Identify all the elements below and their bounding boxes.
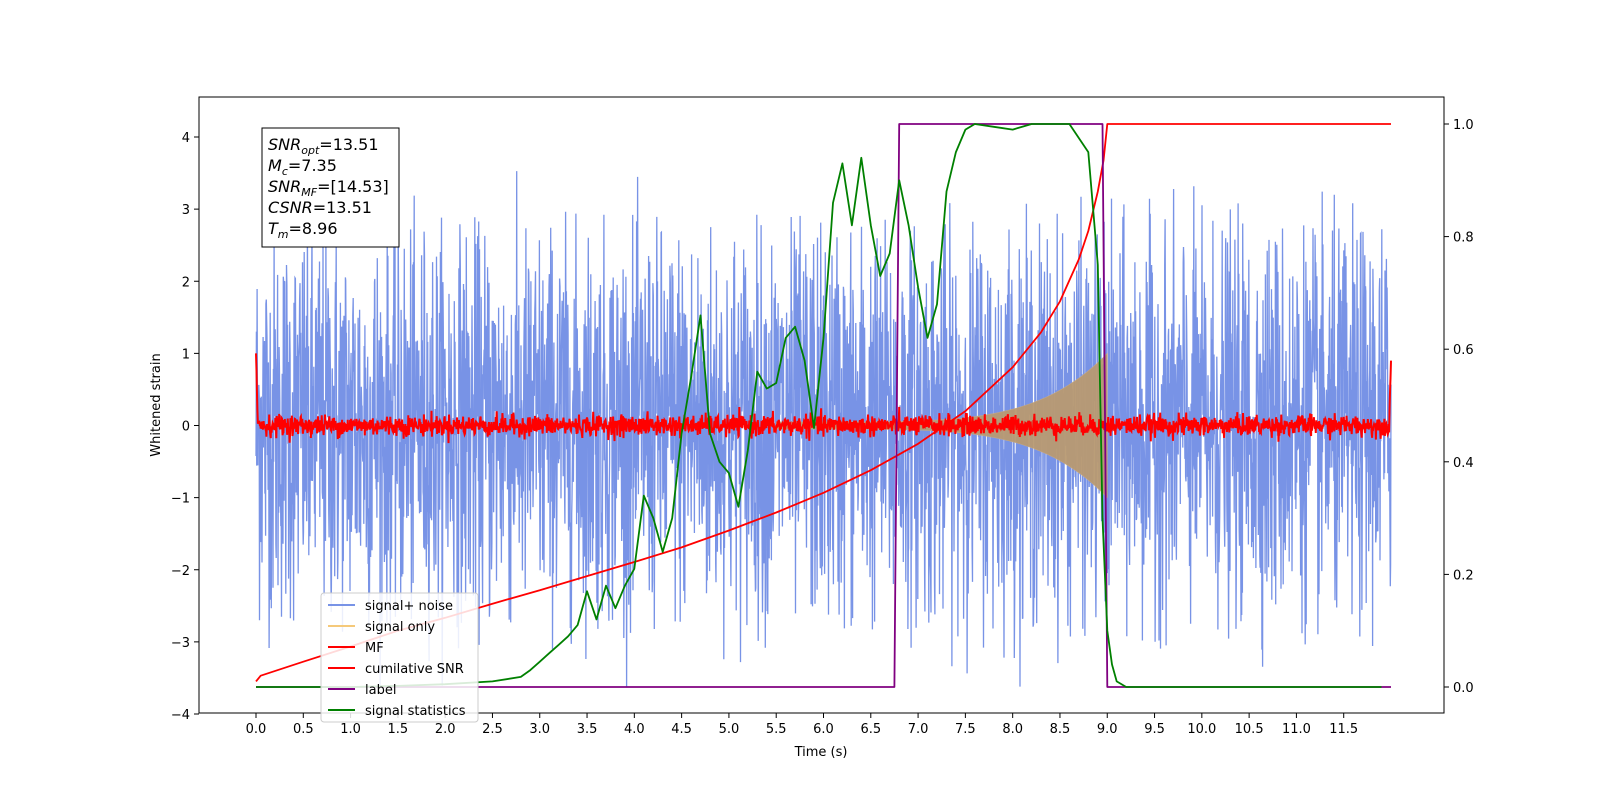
legend-label: MF [365, 641, 384, 656]
x-tick-label: 3.0 [529, 722, 550, 737]
x-tick-label: 9.0 [1097, 722, 1118, 737]
x-axis-label: Time (s) [794, 745, 848, 760]
annotation-frame [261, 127, 400, 248]
x-tick-label: 8.0 [1002, 722, 1023, 737]
x-tick-label: 1.5 [388, 722, 409, 737]
y-tick-label: −1 [171, 492, 190, 507]
x-tick-label: 4.5 [671, 722, 692, 737]
x-tick-label: 0.0 [246, 722, 267, 737]
plot-frame [198, 96, 1445, 714]
y-tick-label: 3 [182, 203, 190, 218]
annotation-line: Mc=7.35 [268, 156, 337, 178]
y2-tick-label: 1.0 [1453, 118, 1474, 133]
annotation-line: CSNR=13.51 [268, 198, 372, 217]
x-tick-label: 2.5 [482, 722, 503, 737]
y2-tick-label: 0.0 [1453, 681, 1474, 696]
x-tick-label: 8.5 [1050, 722, 1071, 737]
y2-tick-label: 0.4 [1453, 456, 1474, 471]
y-tick-label: −3 [171, 636, 190, 651]
x-tick-label: 5.0 [719, 722, 740, 737]
legend-label: cumilative SNR [365, 662, 464, 677]
y2-tick-label: 0.8 [1453, 231, 1474, 246]
x-tick-label: 1.0 [340, 722, 361, 737]
x-tick-label: 7.0 [908, 722, 929, 737]
y-tick-label: 4 [182, 131, 190, 146]
x-tick-label: 9.5 [1144, 722, 1165, 737]
y2-tick-label: 0.2 [1453, 568, 1474, 583]
y-tick-label: −4 [171, 708, 190, 723]
annotation-line: Tm=8.96 [268, 219, 338, 241]
x-tick-label: 0.5 [293, 722, 314, 737]
x-tick-label: 3.5 [577, 722, 598, 737]
y-tick-label: 0 [182, 420, 190, 435]
y-tick-label: 2 [182, 275, 190, 290]
y-axis-label: Whitened strain [149, 353, 164, 456]
y-axis-ticks: −4 −3 −2 −1 0 1 2 3 4 [171, 131, 199, 723]
annotation-line: SNRMF=[14.53] [268, 177, 389, 199]
x-tick-label: 5.5 [766, 722, 787, 737]
x-tick-label: 4.0 [624, 722, 645, 737]
x-tick-label: 11.0 [1282, 722, 1311, 737]
x-tick-label: 10.0 [1187, 722, 1216, 737]
mf-line [255, 353, 1392, 444]
y2-tick-label: 0.6 [1453, 343, 1474, 358]
signal-noise-series [255, 171, 1392, 687]
legend-label: signal only [365, 620, 435, 635]
x-tick-label: 10.5 [1235, 722, 1264, 737]
x-tick-label: 2.0 [435, 722, 456, 737]
legend: signal+ noise signal only MF cumilative SNR… [320, 592, 479, 723]
legend-label: label [365, 683, 396, 698]
mf-series [255, 353, 1392, 444]
annotation-line: SNRopt=13.51 [268, 135, 379, 157]
y-tick-label: −2 [171, 564, 190, 579]
x-axis-ticks: 0.0 0.5 1.0 1.5 2.0 2.5 3.0 3.5 4.0 4.5 5.0 5.5 6.0 6… [246, 713, 1358, 737]
legend-label: signal statistics [365, 704, 466, 719]
y2-axis-ticks: 0.0 0.2 0.4 0.6 0.8 1.0 [1444, 118, 1474, 696]
signal-noise-line [255, 171, 1392, 687]
signal-statistics-line [256, 123, 1382, 688]
x-tick-label: 6.0 [813, 722, 834, 737]
legend-frame [320, 592, 479, 723]
y-tick-label: 1 [182, 347, 190, 362]
annotation-box: SNRopt=13.51Mc=7.35SNRMF=[14.53]CSNR=13.… [261, 127, 400, 248]
x-tick-label: 11.5 [1329, 722, 1358, 737]
x-tick-label: 6.5 [860, 722, 881, 737]
legend-label: signal+ noise [365, 599, 453, 614]
x-tick-label: 7.5 [955, 722, 976, 737]
